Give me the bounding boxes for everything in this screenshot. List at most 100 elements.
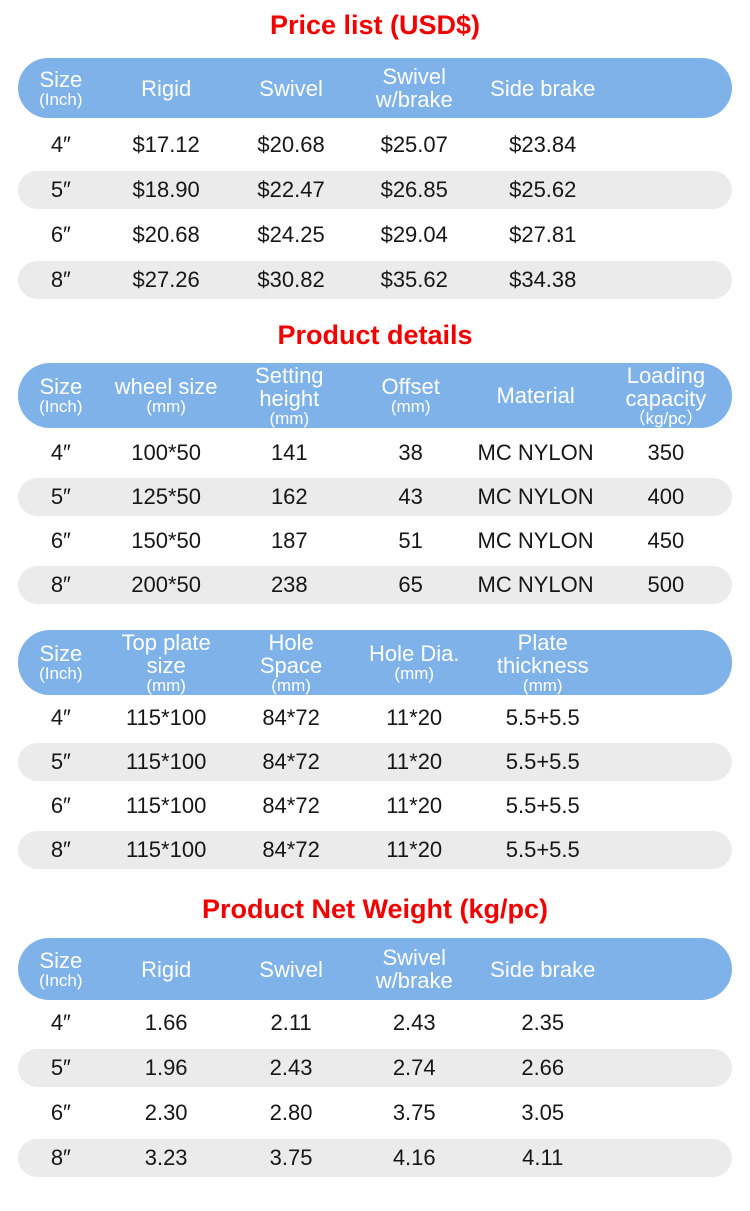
cell-size: 5″ — [50, 749, 71, 774]
header-cell-side-brake: Side brake — [490, 956, 596, 982]
plate-dimensions-section: Size (Inch) Top plate size (mm) Hole Spa… — [18, 630, 732, 869]
cell-material: MC NYLON — [477, 572, 594, 597]
header-cell-swivel: Swivel — [259, 75, 323, 101]
product-details-title: Product details — [277, 320, 473, 350]
cell-loading-capacity: 500 — [647, 572, 685, 597]
plate-dimensions-header-row: Size (Inch) Top plate size (mm) Hole Spa… — [18, 630, 732, 695]
cell-swivel-brake: $25.07 — [380, 132, 448, 157]
cell-side-brake: 3.05 — [521, 1100, 565, 1125]
header-cell-size: Size (Inch) — [39, 947, 83, 990]
table-row-5in: 5″ 115*100 84*72 11*20 5.5+5.5 — [18, 743, 732, 781]
cell-rigid: 3.23 — [144, 1145, 188, 1170]
cell-size: 8″ — [50, 1145, 71, 1170]
cell-setting-height: 162 — [270, 484, 308, 509]
cell-side-brake: $27.81 — [509, 222, 577, 247]
table-row-8in: 8″ $27.26 $30.82 $35.62 $34.38 — [18, 261, 732, 299]
cell-swivel-brake: $26.85 — [380, 177, 448, 202]
header-cell-hole-dia: Hole Dia. (mm) — [368, 641, 460, 683]
table-row-8in: 8″ 200*50 238 65 MC NYLON 500 — [18, 566, 732, 604]
cell-top-plate-size: 115*100 — [125, 749, 207, 774]
cell-size: 6″ — [50, 1100, 71, 1125]
cell-swivel: 2.11 — [270, 1010, 312, 1035]
table-row-6in: 6″ 2.30 2.80 3.75 3.05 — [18, 1094, 732, 1132]
header-cell-side-brake: Side brake — [490, 75, 596, 101]
cell-hole-dia: 11*20 — [386, 793, 443, 818]
cell-hole-dia: 11*20 — [386, 705, 443, 730]
cell-swivel-brake: $35.62 — [380, 267, 448, 292]
cell-hole-dia: 11*20 — [386, 749, 443, 774]
table-row-4in: 4″ 115*100 84*72 11*20 5.5+5.5 — [18, 699, 732, 737]
cell-size: 4″ — [50, 705, 71, 730]
table-row-5in: 5″ $18.90 $22.47 $26.85 $25.62 — [18, 171, 732, 209]
header-cell-size: Size (Inch) — [39, 374, 83, 416]
price-list-section: Price list (USD$) Size (Inch) Rigid Swiv… — [18, 8, 732, 299]
cell-material: MC NYLON — [477, 440, 594, 465]
cell-size: 8″ — [50, 267, 71, 292]
cell-size: 6″ — [50, 793, 71, 818]
cell-loading-capacity: 450 — [647, 528, 685, 553]
header-cell-offset: Offset (mm) — [381, 374, 440, 416]
cell-top-plate-size: 115*100 — [125, 793, 207, 818]
cell-swivel: 3.75 — [269, 1145, 313, 1170]
table-row-5in: 5″ 125*50 162 43 MC NYLON 400 — [18, 478, 732, 516]
cell-size: 4″ — [50, 440, 71, 465]
cell-top-plate-size: 115*100 — [125, 837, 207, 862]
cell-rigid: 1.66 — [144, 1010, 188, 1035]
cell-swivel: $22.47 — [257, 177, 325, 202]
cell-loading-capacity: 350 — [647, 440, 685, 465]
cell-rigid: $27.26 — [132, 267, 200, 292]
cell-swivel: $20.68 — [257, 132, 325, 157]
cell-loading-capacity: 400 — [647, 484, 685, 509]
cell-swivel: 2.43 — [269, 1055, 313, 1080]
cell-size: 5″ — [50, 484, 71, 509]
price-list-title: Price list (USD$) — [269, 10, 481, 40]
net-weight-title: Product Net Weight (kg/pc) — [201, 894, 548, 924]
header-cell-swivel-brake: Swivel w/brake — [375, 945, 453, 993]
cell-hole-dia: 11*20 — [386, 837, 443, 862]
header-cell-material: Material — [496, 383, 575, 408]
cell-setting-height: 238 — [270, 572, 308, 597]
price-list-header-row: Size (Inch) Rigid Swivel Swivel w/brake … — [18, 58, 732, 118]
table-row-8in: 8″ 115*100 84*72 11*20 5.5+5.5 — [18, 831, 732, 869]
plate-dimensions-body: 4″ 115*100 84*72 11*20 5.5+5.5 5″ 115*10… — [18, 699, 732, 869]
header-cell-setting-height: Setting height (mm) — [255, 362, 324, 428]
product-details-body: 4″ 100*50 141 38 MC NYLON 350 5″ 125*50 … — [18, 434, 732, 604]
cell-offset: 38 — [398, 440, 423, 465]
cell-setting-height: 141 — [270, 440, 308, 465]
cell-setting-height: 187 — [270, 528, 308, 553]
cell-side-brake: $34.38 — [509, 267, 577, 292]
cell-rigid: $20.68 — [132, 222, 200, 247]
table-row-4in: 4″ $17.12 $20.68 $25.07 $23.84 — [18, 126, 732, 164]
product-details-header-row: Size (Inch) wheel size (mm) Setting heig… — [18, 363, 732, 428]
cell-size: 6″ — [50, 222, 71, 247]
cell-size: 5″ — [50, 177, 71, 202]
cell-plate-thickness: 5.5+5.5 — [505, 837, 580, 862]
cell-plate-thickness: 5.5+5.5 — [505, 793, 580, 818]
product-spec-page: Price list (USD$) Size (Inch) Rigid Swiv… — [0, 8, 750, 1177]
header-cell-swivel: Swivel — [259, 956, 323, 982]
cell-plate-thickness: 5.5+5.5 — [505, 705, 580, 730]
cell-hole-space: 84*72 — [262, 705, 320, 730]
header-cell-hole-space: Hole Space (mm) — [259, 629, 323, 695]
table-row-6in: 6″ $20.68 $24.25 $29.04 $27.81 — [18, 216, 732, 254]
cell-swivel: $30.82 — [257, 267, 325, 292]
cell-size: 5″ — [50, 1055, 71, 1080]
cell-side-brake: $23.84 — [509, 132, 577, 157]
cell-size: 8″ — [50, 837, 71, 862]
table-row-6in: 6″ 150*50 187 51 MC NYLON 450 — [18, 522, 732, 560]
cell-offset: 43 — [398, 484, 423, 509]
cell-material: MC NYLON — [477, 528, 594, 553]
net-weight-body: 4″ 1.66 2.11 2.43 2.35 5″ 1.96 2.43 2.74… — [18, 1004, 732, 1177]
table-row-6in: 6″ 115*100 84*72 11*20 5.5+5.5 — [18, 787, 732, 825]
net-weight-section: Product Net Weight (kg/pc) Size (Inch) R… — [18, 892, 732, 1177]
cell-wheel-size: 100*50 — [131, 440, 202, 465]
price-list-body: 4″ $17.12 $20.68 $25.07 $23.84 5″ $18.90… — [18, 126, 732, 299]
net-weight-header-row: Size (Inch) Rigid Swivel Swivel w/brake … — [18, 938, 732, 1000]
header-cell-size: Size (Inch) — [39, 641, 83, 683]
cell-rigid: 1.96 — [144, 1055, 188, 1080]
header-cell-size: Size (Inch) — [39, 66, 83, 109]
cell-swivel-brake: 3.75 — [392, 1100, 436, 1125]
cell-swivel: 2.80 — [269, 1100, 313, 1125]
cell-hole-space: 84*72 — [262, 793, 320, 818]
cell-swivel-brake: 2.74 — [392, 1055, 436, 1080]
